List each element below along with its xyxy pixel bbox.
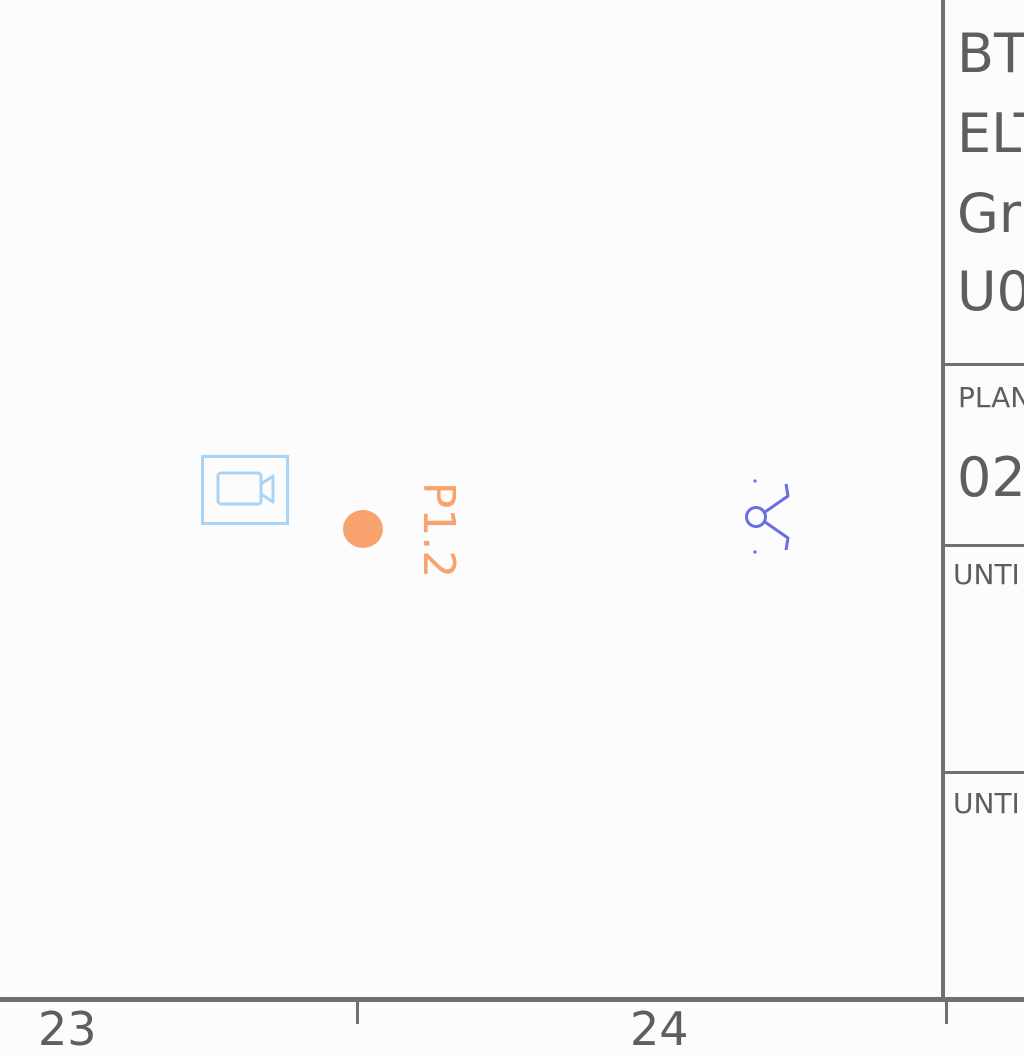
network-node-device[interactable] <box>738 476 798 558</box>
title-block-divider <box>945 771 1024 774</box>
camera-device[interactable] <box>200 454 290 526</box>
title-block-line: Gr <box>957 182 1022 245</box>
plan-value: 02 <box>957 446 1024 509</box>
until-label: UNTI <box>953 558 1020 591</box>
grid-tick <box>945 1002 948 1024</box>
until-label: UNTI <box>953 787 1020 820</box>
plan-label: PLAN <box>958 381 1024 414</box>
grid-column-number: 23 <box>38 1002 97 1056</box>
title-block-line: U0 <box>957 260 1024 323</box>
title-block-border <box>941 0 945 1000</box>
tag-label: P1.2 <box>413 481 464 579</box>
grid-column-number: 24 <box>630 1002 689 1056</box>
grid-border-bottom <box>0 997 1024 1002</box>
title-block-line: BT <box>957 22 1024 85</box>
network-node-icon <box>745 479 790 554</box>
title-block-divider <box>945 544 1024 547</box>
tag-marker-dot[interactable] <box>343 510 383 548</box>
title-block-divider <box>945 363 1024 366</box>
grid-tick <box>356 1002 359 1024</box>
title-block-line: ELT <box>957 102 1024 165</box>
video-camera-icon <box>201 455 289 525</box>
